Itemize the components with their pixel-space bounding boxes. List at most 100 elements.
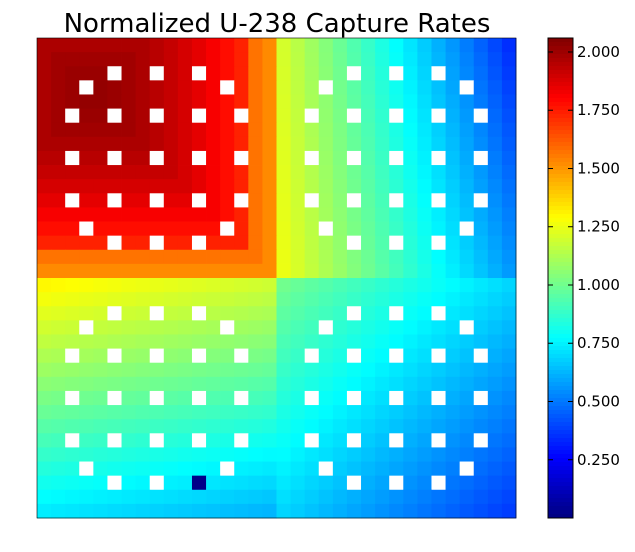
heatmap-cell: [501, 52, 517, 67]
colorbar-segment: [548, 230, 573, 235]
heatmap-cell: [121, 376, 137, 392]
heatmap-cell: [93, 221, 108, 237]
heatmap-cell: [318, 193, 334, 208]
heatmap-cell: [37, 80, 52, 95]
heatmap-cell: [79, 433, 94, 448]
empty-cell: [389, 475, 404, 491]
heatmap-cell: [290, 94, 306, 109]
colorbar-segment: [548, 350, 573, 355]
heatmap-cell: [403, 207, 418, 222]
heatmap-cell: [304, 80, 320, 95]
colorbar-segment: [548, 166, 573, 171]
heatmap-cell: [93, 362, 108, 378]
heatmap-cell: [276, 136, 291, 152]
heatmap-cell: [206, 376, 221, 392]
heatmap-cell: [65, 94, 80, 109]
heatmap-cell: [459, 122, 475, 138]
heatmap-cell: [177, 461, 193, 477]
heatmap-cell: [107, 207, 122, 222]
heatmap-cell: [276, 475, 291, 491]
heatmap-cell: [473, 334, 489, 349]
heatmap-cell: [65, 447, 80, 462]
empty-cell: [473, 108, 489, 124]
heatmap-cell: [389, 292, 404, 307]
heatmap-cell: [135, 207, 151, 222]
heatmap-cell: [417, 376, 432, 392]
heatmap-cell: [121, 122, 137, 138]
heatmap-cell: [51, 263, 66, 279]
heatmap-cell: [318, 179, 334, 194]
heatmap-cell: [177, 150, 193, 166]
heatmap-cell: [93, 136, 108, 152]
heatmap-cell: [163, 136, 179, 152]
heatmap-cell: [361, 447, 376, 462]
heatmap-cell: [389, 263, 404, 279]
colorbar-segment: [548, 74, 573, 79]
heatmap-cell: [177, 52, 193, 67]
colorbar-segment: [548, 414, 573, 419]
heatmap-cell: [318, 165, 334, 180]
heatmap-cell: [121, 207, 137, 222]
heatmap-cell: [248, 207, 263, 222]
empty-cell: [431, 475, 446, 491]
heatmap-cell: [65, 52, 80, 67]
empty-cell: [191, 193, 207, 208]
heatmap-cell: [332, 405, 348, 420]
heatmap-cell: [206, 150, 221, 166]
colorbar-tick-label: 0.250: [577, 451, 620, 469]
heatmap-cell: [375, 419, 390, 434]
empty-cell: [107, 390, 122, 406]
heatmap-cell: [206, 94, 221, 109]
heatmap-cell: [459, 433, 475, 448]
heatmap-cell: [403, 503, 418, 519]
heatmap-cell: [290, 66, 306, 81]
heatmap-cell: [65, 207, 80, 222]
colorbar-segment: [548, 318, 573, 323]
heatmap-cell: [206, 292, 221, 307]
heatmap-cell: [375, 362, 390, 378]
heatmap-cell: [79, 376, 94, 392]
colorbar-segment: [548, 494, 573, 499]
heatmap-cell: [206, 235, 221, 251]
heatmap-cell: [234, 249, 249, 265]
empty-cell: [107, 348, 122, 364]
heatmap-cell: [417, 461, 432, 477]
heatmap-cell: [37, 433, 52, 448]
heatmap-cell: [262, 376, 277, 392]
heatmap-cell: [149, 278, 165, 293]
heatmap-cell: [177, 292, 193, 307]
heatmap-cell: [487, 80, 503, 95]
heatmap-cell: [248, 503, 263, 519]
empty-cell: [346, 150, 362, 166]
heatmap-cell: [163, 278, 179, 293]
heatmap-cell: [417, 263, 432, 279]
heatmap-cell: [248, 150, 263, 166]
heatmap-cell: [220, 447, 235, 462]
heatmap-cell: [276, 362, 291, 378]
heatmap-cell: [163, 179, 179, 194]
empty-cell: [107, 66, 122, 81]
heatmap-cell: [65, 320, 80, 335]
heatmap-cell: [93, 419, 108, 434]
heatmap-cell: [276, 193, 291, 208]
heatmap-cell: [361, 362, 376, 378]
heatmap-cell: [234, 66, 249, 81]
heatmap-cell: [135, 235, 151, 251]
heatmap-cell: [459, 249, 475, 265]
heatmap-cell: [177, 207, 193, 222]
heatmap-cell: [107, 94, 122, 109]
heatmap-cell: [403, 66, 418, 81]
heatmap-cell: [473, 292, 489, 307]
colorbar-segment: [548, 334, 573, 339]
empty-cell: [65, 108, 80, 124]
heatmap-cell: [290, 108, 306, 124]
heatmap-cell: [459, 136, 475, 152]
colorbar-segment: [548, 194, 573, 199]
heatmap-cell: [459, 263, 475, 279]
heatmap-cell: [234, 263, 249, 279]
heatmap-cell: [276, 165, 291, 180]
heatmap-cell: [51, 320, 66, 335]
heatmap-cell: [445, 122, 461, 138]
heatmap-cell: [318, 263, 334, 279]
colorbar-segment: [548, 42, 573, 47]
